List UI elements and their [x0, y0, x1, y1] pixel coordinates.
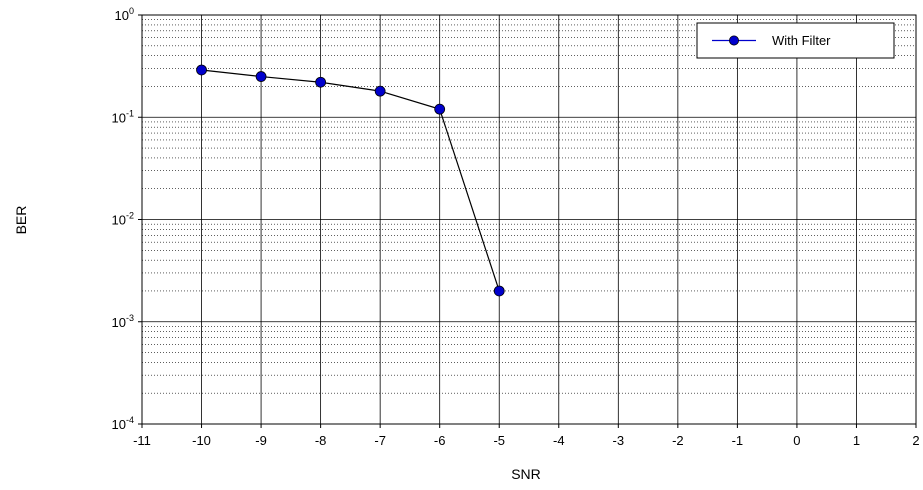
x-tick-label: -7 [374, 433, 386, 448]
y-tick-label: 10-2 [112, 211, 134, 228]
data-point [493, 285, 505, 297]
data-point [315, 76, 327, 88]
data-point [434, 103, 446, 115]
y-tick-label: 100 [115, 6, 134, 23]
x-tick-label: -10 [192, 433, 211, 448]
x-tick-label: 2 [912, 433, 919, 448]
x-tick-label: -6 [434, 433, 446, 448]
data-point [374, 85, 386, 97]
x-tick-label: -3 [613, 433, 625, 448]
x-tick-label: -1 [732, 433, 744, 448]
y-axis-ticks: 100 10-1 10-2 10-3 10-4 [112, 6, 142, 432]
legend-label: With Filter [772, 33, 831, 48]
series-with-filter [196, 64, 505, 297]
x-axis-title: SNR [511, 466, 541, 482]
x-tick-label: -2 [672, 433, 684, 448]
y-tick-label: 10-1 [112, 108, 134, 125]
y-tick-label: 10-3 [112, 313, 134, 330]
x-tick-label: -8 [315, 433, 327, 448]
legend: With Filter [696, 22, 895, 59]
x-tick-label: -11 [133, 433, 151, 448]
y-tick-label: 10-4 [112, 415, 134, 432]
y-axis-title: BER [13, 206, 29, 235]
x-tick-label: 1 [853, 433, 860, 448]
x-tick-label: -4 [553, 433, 565, 448]
x-tick-label: -9 [255, 433, 267, 448]
data-point [255, 71, 267, 82]
legend-marker-swatch [729, 35, 740, 46]
x-axis-ticks: -11 -10 -9 -8 -7 -6 -5 -4 -3 -2 -1 0 1 2 [133, 424, 920, 448]
x-tick-label: -5 [493, 433, 505, 448]
series-line [201, 69, 500, 292]
x-tick-label: 0 [793, 433, 800, 448]
data-point [196, 64, 207, 76]
